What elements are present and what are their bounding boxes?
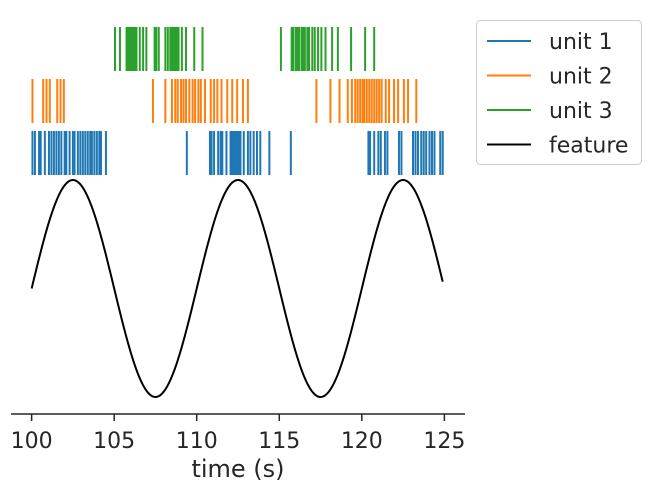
legend-frame: [476, 20, 642, 165]
x-tick-label: 105: [93, 429, 135, 454]
x-tick-label: 125: [423, 429, 465, 454]
x-axis-label: time (s): [191, 455, 284, 483]
spike-train-unit-1: [31, 131, 444, 175]
legend-label: unit 2: [549, 65, 613, 90]
x-tick-label: 120: [341, 429, 383, 454]
feature-line: [30, 178, 444, 399]
legend-label: unit 1: [549, 30, 613, 55]
spike-train-unit-2: [31, 79, 418, 123]
x-axis-ticks: 100 105 110 115 120 125: [11, 414, 465, 454]
x-tick-label: 110: [176, 429, 218, 454]
legend: unit 1 unit 2 unit 3 feature: [476, 20, 642, 165]
spike-trains: [31, 27, 444, 175]
x-tick-label: 100: [11, 429, 53, 454]
spike-train-unit-3: [114, 27, 376, 71]
x-tick-label: 115: [258, 429, 300, 454]
legend-label: unit 3: [549, 99, 613, 124]
legend-label: feature: [549, 134, 628, 159]
